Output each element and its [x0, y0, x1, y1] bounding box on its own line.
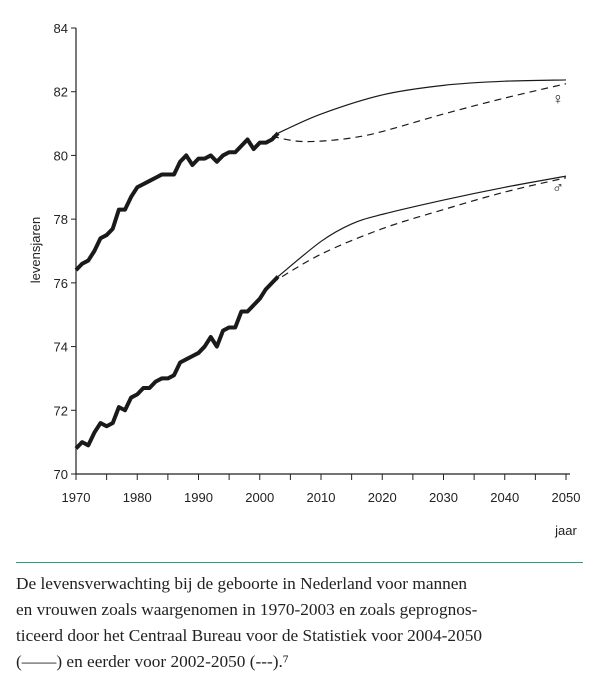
x-tick-label: 2050: [552, 490, 581, 505]
series-line-projection-2002-2050: [271, 83, 567, 143]
y-tick-label: 82: [54, 85, 68, 100]
x-tick-label: 2030: [429, 490, 458, 505]
x-tick-label: 2010: [307, 490, 336, 505]
male-symbol: ♂: [552, 180, 564, 197]
y-tick-label: 76: [54, 276, 68, 291]
life-expectancy-chart: 70 72 74 76 78 80 82 84 1970 1980 1990 2000 2010 2020…: [28, 21, 581, 538]
x-tick-label: 2020: [368, 490, 397, 505]
y-tick-label: 74: [54, 340, 68, 355]
x-tick-label: 1990: [184, 490, 213, 505]
x-tick-label: 2000: [245, 490, 274, 505]
y-axis-label: levensjaren: [28, 217, 43, 284]
y-tick-label: 72: [54, 403, 68, 418]
y-tick-label: 84: [54, 21, 68, 36]
x-tick-label: 1980: [123, 490, 152, 505]
series-line-projection-2004-2050: [277, 79, 567, 134]
y-tick-label: 78: [54, 212, 68, 227]
female-symbol: ♀: [552, 91, 564, 108]
figure-caption: De levensverwachting bij de geboorte in …: [16, 574, 482, 671]
caption-divider: [16, 562, 583, 563]
series-line-projection-2002-2050: [271, 177, 567, 284]
series-line-observed: [74, 131, 280, 272]
x-tick-label: 1970: [62, 490, 91, 505]
y-tick-label: 80: [54, 148, 68, 163]
series-line-observed: [74, 275, 280, 450]
y-tick-label: 70: [54, 467, 68, 482]
x-axis-label: jaar: [554, 523, 577, 538]
x-tick-label: 2040: [490, 490, 519, 505]
series-line-projection-2004-2050: [277, 175, 567, 277]
